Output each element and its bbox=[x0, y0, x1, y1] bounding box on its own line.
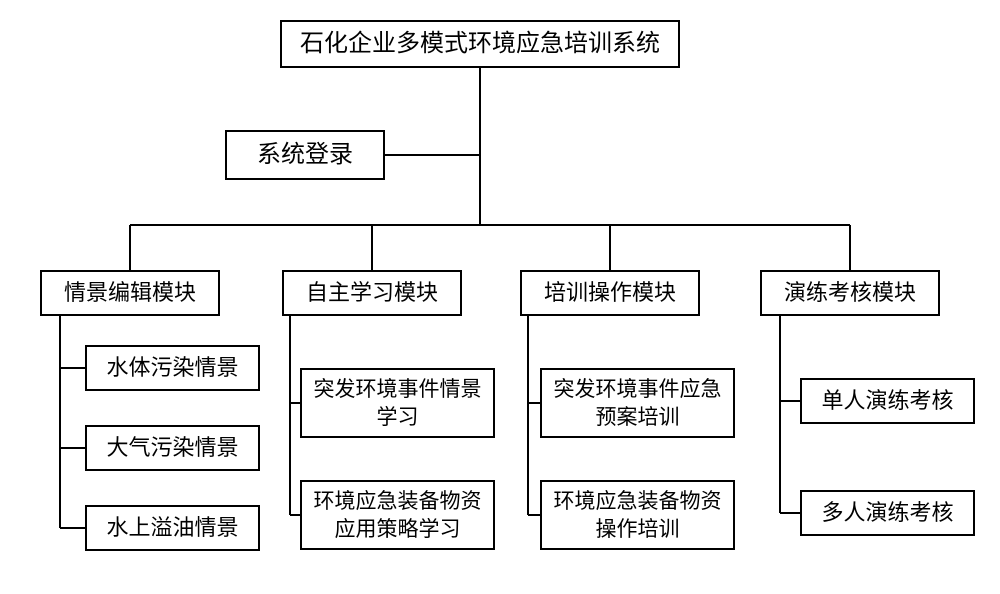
node-item-incident-study: 突发环境事件情景学习 bbox=[300, 368, 495, 438]
node-m3-label: 培训操作模块 bbox=[544, 278, 676, 308]
node-item-water-pollution: 水体污染情景 bbox=[85, 345, 260, 391]
node-m2a-label: 突发环境事件情景学习 bbox=[308, 375, 487, 432]
node-m1a-label: 水体污染情景 bbox=[106, 353, 238, 383]
node-item-multi-drill: 多人演练考核 bbox=[800, 490, 975, 536]
node-m3a-label: 突发环境事件应急预案培训 bbox=[548, 375, 727, 432]
node-m3b-label: 环境应急装备物资操作培训 bbox=[548, 487, 727, 544]
node-item-equipment-strategy: 环境应急装备物资应用策略学习 bbox=[300, 480, 495, 550]
node-m2-label: 自主学习模块 bbox=[306, 278, 438, 308]
node-module-training: 培训操作模块 bbox=[520, 270, 700, 316]
node-m1b-label: 大气污染情景 bbox=[106, 433, 238, 463]
node-module-scenario: 情景编辑模块 bbox=[40, 270, 220, 316]
node-module-assessment: 演练考核模块 bbox=[760, 270, 940, 316]
node-item-equipment-operation: 环境应急装备物资操作培训 bbox=[540, 480, 735, 550]
node-root-label: 石化企业多模式环境应急培训系统 bbox=[300, 28, 660, 60]
node-item-oil-spill: 水上溢油情景 bbox=[85, 505, 260, 551]
node-login-label: 系统登录 bbox=[257, 139, 353, 171]
node-login: 系统登录 bbox=[225, 130, 385, 180]
node-m4b-label: 多人演练考核 bbox=[821, 498, 953, 528]
node-item-single-drill: 单人演练考核 bbox=[800, 378, 975, 424]
node-m1-label: 情景编辑模块 bbox=[64, 278, 196, 308]
node-item-air-pollution: 大气污染情景 bbox=[85, 425, 260, 471]
node-m2b-label: 环境应急装备物资应用策略学习 bbox=[308, 487, 487, 544]
node-item-emergency-plan: 突发环境事件应急预案培训 bbox=[540, 368, 735, 438]
diagram-canvas: 石化企业多模式环境应急培训系统 系统登录 情景编辑模块 自主学习模块 培训操作模… bbox=[0, 0, 1000, 594]
node-m1c-label: 水上溢油情景 bbox=[106, 513, 238, 543]
node-module-selfstudy: 自主学习模块 bbox=[282, 270, 462, 316]
node-m4-label: 演练考核模块 bbox=[784, 278, 916, 308]
node-root: 石化企业多模式环境应急培训系统 bbox=[280, 20, 680, 68]
node-m4a-label: 单人演练考核 bbox=[821, 386, 953, 416]
